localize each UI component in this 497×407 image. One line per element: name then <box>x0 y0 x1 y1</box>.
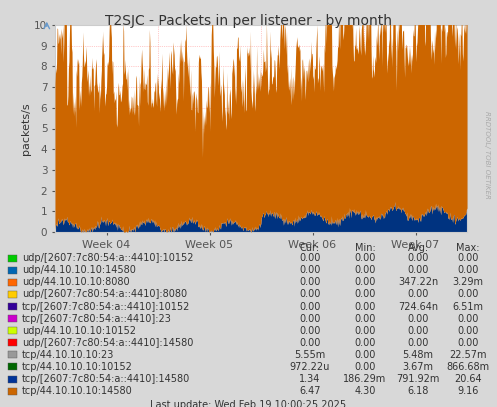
Text: 0.00: 0.00 <box>408 289 429 300</box>
Text: udp/44.10.10.10:10152: udp/44.10.10.10:10152 <box>22 326 136 336</box>
Text: 724.64n: 724.64n <box>398 302 438 312</box>
Text: tcp/[2607:7c80:54:a::4410]:23: tcp/[2607:7c80:54:a::4410]:23 <box>22 314 172 324</box>
Text: 0.00: 0.00 <box>354 253 376 263</box>
Text: RRDTOOL/ TOBI OETIKER: RRDTOOL/ TOBI OETIKER <box>484 111 490 199</box>
Text: 1.34: 1.34 <box>299 374 321 384</box>
Text: tcp/[2607:7c80:54:a::4410]:10152: tcp/[2607:7c80:54:a::4410]:10152 <box>22 302 190 312</box>
Text: 0.00: 0.00 <box>457 326 479 336</box>
Text: 6.18: 6.18 <box>408 386 429 396</box>
Text: 0.00: 0.00 <box>299 265 321 275</box>
Text: Avg:: Avg: <box>408 243 428 253</box>
Text: udp/[2607:7c80:54:a::4410]:8080: udp/[2607:7c80:54:a::4410]:8080 <box>22 289 187 300</box>
Text: 0.00: 0.00 <box>457 289 479 300</box>
Bar <box>8 376 17 383</box>
Text: 5.55m: 5.55m <box>294 350 326 360</box>
Text: 0.00: 0.00 <box>299 338 321 348</box>
Bar <box>8 279 17 286</box>
Bar <box>8 327 17 334</box>
Text: tcp/44.10.10.10:23: tcp/44.10.10.10:23 <box>22 350 114 360</box>
Text: Last update: Wed Feb 19 10:00:25 2025: Last update: Wed Feb 19 10:00:25 2025 <box>150 400 346 407</box>
Text: tcp/44.10.10.10:14580: tcp/44.10.10.10:14580 <box>22 386 133 396</box>
Text: 866.68m: 866.68m <box>446 362 490 372</box>
Bar <box>8 291 17 298</box>
Text: 0.00: 0.00 <box>354 326 376 336</box>
Text: 0.00: 0.00 <box>408 253 429 263</box>
Text: 5.48m: 5.48m <box>403 350 433 360</box>
Text: udp/44.10.10.10:8080: udp/44.10.10.10:8080 <box>22 278 130 287</box>
Text: 186.29m: 186.29m <box>343 374 387 384</box>
Text: udp/44.10.10.10:14580: udp/44.10.10.10:14580 <box>22 265 136 275</box>
Text: 0.00: 0.00 <box>457 265 479 275</box>
Text: 0.00: 0.00 <box>354 338 376 348</box>
Text: 347.22n: 347.22n <box>398 278 438 287</box>
Text: udp/[2607:7c80:54:a::4410]:10152: udp/[2607:7c80:54:a::4410]:10152 <box>22 253 193 263</box>
Text: 0.00: 0.00 <box>408 314 429 324</box>
Text: 0.00: 0.00 <box>299 289 321 300</box>
Text: 0.00: 0.00 <box>299 326 321 336</box>
Text: 0.00: 0.00 <box>354 278 376 287</box>
Text: 0.00: 0.00 <box>457 253 479 263</box>
Text: 20.64: 20.64 <box>454 374 482 384</box>
Text: 0.00: 0.00 <box>354 289 376 300</box>
Text: 0.00: 0.00 <box>299 302 321 312</box>
Text: 0.00: 0.00 <box>354 314 376 324</box>
Bar <box>8 315 17 322</box>
Text: 6.51m: 6.51m <box>452 302 484 312</box>
Text: 0.00: 0.00 <box>299 314 321 324</box>
Bar <box>8 387 17 395</box>
Bar <box>8 255 17 262</box>
Text: 791.92m: 791.92m <box>396 374 440 384</box>
Text: 0.00: 0.00 <box>354 362 376 372</box>
Y-axis label: packets/s: packets/s <box>21 102 31 155</box>
Text: tcp/44.10.10.10:10152: tcp/44.10.10.10:10152 <box>22 362 133 372</box>
Text: Cur:: Cur: <box>300 243 320 253</box>
Text: 0.00: 0.00 <box>408 338 429 348</box>
Text: 0.00: 0.00 <box>299 278 321 287</box>
Text: 972.22u: 972.22u <box>290 362 330 372</box>
Text: Max:: Max: <box>456 243 480 253</box>
Text: 0.00: 0.00 <box>354 265 376 275</box>
Bar <box>8 303 17 310</box>
Text: 4.30: 4.30 <box>354 386 376 396</box>
Text: 0.00: 0.00 <box>408 265 429 275</box>
Text: 3.67m: 3.67m <box>403 362 433 372</box>
Bar <box>8 339 17 346</box>
Text: 22.57m: 22.57m <box>449 350 487 360</box>
Text: udp/[2607:7c80:54:a::4410]:14580: udp/[2607:7c80:54:a::4410]:14580 <box>22 338 193 348</box>
Text: 0.00: 0.00 <box>457 338 479 348</box>
Text: tcp/[2607:7c80:54:a::4410]:14580: tcp/[2607:7c80:54:a::4410]:14580 <box>22 374 190 384</box>
Text: 3.29m: 3.29m <box>452 278 484 287</box>
Bar <box>8 363 17 370</box>
Text: 0.00: 0.00 <box>354 350 376 360</box>
Bar <box>8 351 17 359</box>
Bar <box>8 267 17 274</box>
Text: 0.00: 0.00 <box>299 253 321 263</box>
Text: 6.47: 6.47 <box>299 386 321 396</box>
Text: 0.00: 0.00 <box>354 302 376 312</box>
Text: 0.00: 0.00 <box>408 326 429 336</box>
Text: Min:: Min: <box>355 243 375 253</box>
Text: T2SJC - Packets in per listener - by month: T2SJC - Packets in per listener - by mon… <box>105 14 392 28</box>
Text: 0.00: 0.00 <box>457 314 479 324</box>
Text: 9.16: 9.16 <box>457 386 479 396</box>
